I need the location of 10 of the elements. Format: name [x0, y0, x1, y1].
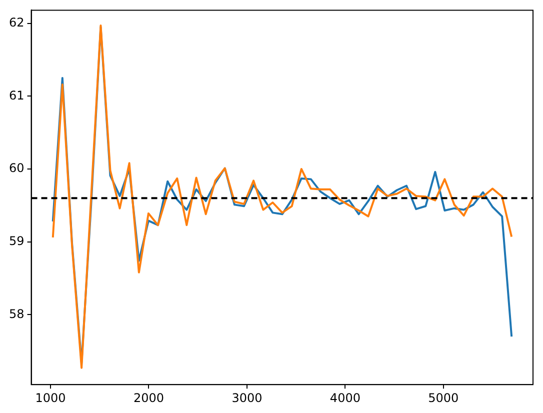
- x-tick-label: 4000: [330, 390, 360, 405]
- y-tick-label: 59: [8, 234, 24, 248]
- y-tick-label: 60: [8, 161, 24, 176]
- x-tick-label: 1000: [35, 390, 66, 405]
- y-tick-label: 58: [8, 306, 24, 321]
- x-tick-label: 2000: [133, 390, 164, 405]
- y-tick-label: 62: [8, 15, 24, 30]
- x-tick-label: 3000: [232, 390, 262, 405]
- y-tick-label: 61: [8, 88, 24, 102]
- x-tick-label: 5000: [428, 390, 459, 405]
